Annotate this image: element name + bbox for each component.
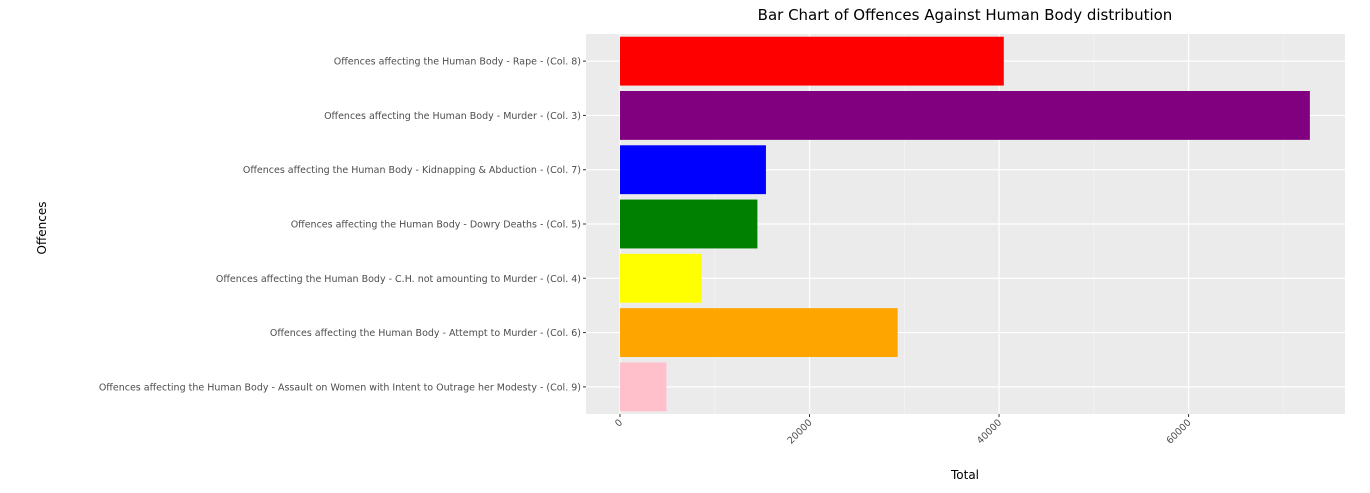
bar <box>620 91 1310 140</box>
x-axis: 0 20000 40000 60000 <box>613 414 1194 447</box>
y-tick-label: Offences affecting the Human Body - Assa… <box>99 382 581 393</box>
chart-title: Bar Chart of Offences Against Human Body… <box>758 6 1173 24</box>
bar <box>620 308 898 357</box>
bar <box>620 145 766 195</box>
y-tick-label: Offences affecting the Human Body - Kidn… <box>243 165 581 176</box>
x-tick-label: 60000 <box>1165 417 1194 446</box>
x-tick-label: 20000 <box>785 417 814 446</box>
bars <box>620 36 1310 412</box>
y-tick-label: Offences affecting the Human Body - Atte… <box>270 328 581 339</box>
y-axis: Offences affecting the Human Body - Rape… <box>99 57 586 393</box>
y-tick-label: Offences affecting the Human Body - C.H.… <box>216 274 581 285</box>
x-axis-title: Total <box>950 468 979 482</box>
y-tick-label: Offences affecting the Human Body - Dowr… <box>291 220 581 231</box>
y-tick-label: Offences affecting the Human Body - Murd… <box>324 111 581 122</box>
bar <box>620 36 1004 86</box>
bar <box>620 253 702 303</box>
bar <box>620 362 667 412</box>
y-tick-label: Offences affecting the Human Body - Rape… <box>334 57 581 68</box>
x-tick-label: 40000 <box>975 417 1004 446</box>
bar <box>620 199 758 249</box>
y-axis-title: Offences <box>35 202 49 255</box>
x-tick-label: 0 <box>613 417 625 429</box>
